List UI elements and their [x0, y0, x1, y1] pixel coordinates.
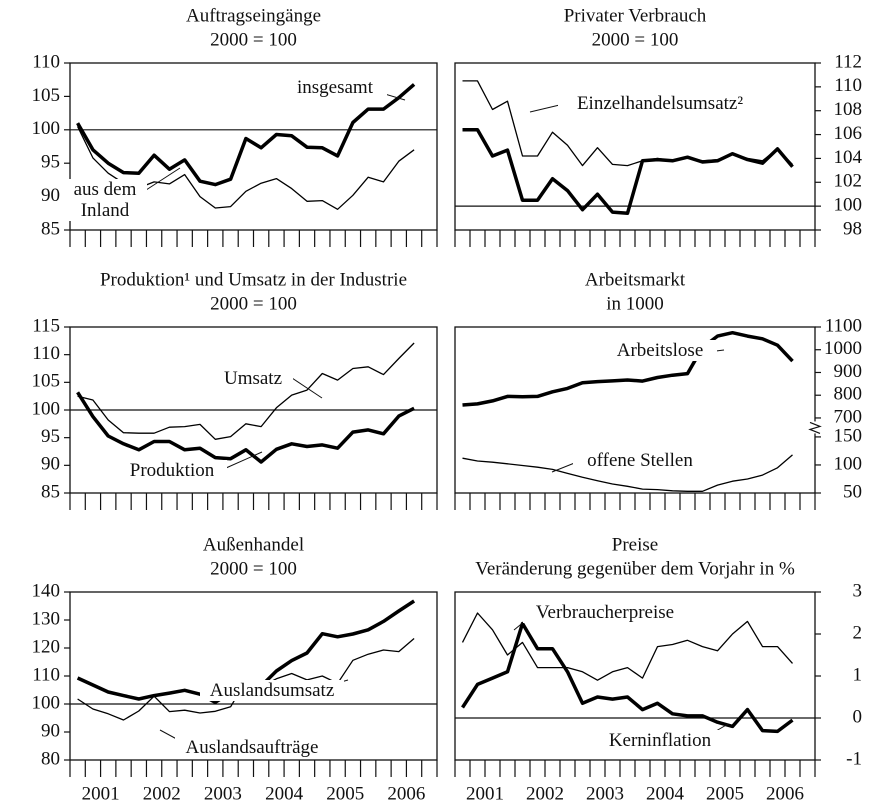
x-tick-label: 2004: [646, 783, 685, 804]
y-tick-label: 50: [843, 481, 862, 502]
chart-title: Produktion¹ und Umsatz in der Industrie: [100, 269, 407, 290]
y-tick-label: 105: [32, 85, 61, 106]
y-tick-label: 3: [853, 580, 863, 601]
series-line: [461, 612, 793, 681]
axis-break: [808, 421, 822, 434]
series-label: offene Stellen: [573, 449, 707, 471]
y-tick-label: 700: [834, 406, 863, 427]
series-label: Produktion: [117, 459, 227, 481]
series-label: Einzelhandelsumsatz²: [558, 92, 762, 114]
y-tick-label: 140: [32, 580, 61, 601]
chart-title: Privater Verbrauch: [564, 5, 707, 26]
chart-title: Preise: [612, 534, 658, 555]
x-tick-label: 2003: [586, 783, 624, 804]
y-tick-label: 2: [853, 622, 863, 643]
y-tick-label: 100: [32, 398, 61, 419]
leader-line: [225, 451, 263, 469]
y-tick-label: 102: [834, 171, 863, 192]
y-tick-label: 900: [834, 361, 863, 382]
chart-title: Auftragseingänge: [186, 5, 321, 26]
y-tick-label: 95: [41, 152, 60, 173]
chart-title: Arbeitsmarkt: [585, 269, 686, 290]
series-line: [462, 330, 794, 407]
plot-frame: [454, 62, 816, 231]
y-tick-label: 110: [32, 343, 60, 364]
leader-line: [142, 167, 181, 193]
y-tick-label: 110: [834, 75, 862, 96]
series-line: [461, 621, 794, 734]
y-tick-label: 112: [834, 51, 862, 72]
y-tick-label: 98: [843, 218, 862, 239]
series-line: [77, 342, 415, 440]
y-tick-label: 0: [853, 706, 863, 727]
chart-subtitle: 2000 = 100: [210, 293, 297, 314]
series-label: Verbraucherpreise: [523, 601, 687, 623]
y-tick-label: 100: [834, 453, 863, 474]
y-tick-label: 85: [41, 481, 60, 502]
y-tick-label: 150: [834, 425, 863, 446]
y-tick-label: 800: [834, 384, 863, 405]
y-tick-label: 80: [41, 748, 60, 769]
y-tick-label: 1000: [824, 338, 862, 359]
y-tick-label: 106: [834, 123, 863, 144]
chart-subtitle: 2000 = 100: [592, 29, 679, 50]
series-label: Auslandsaufträge: [175, 736, 329, 758]
series-label: Umsatz: [213, 367, 293, 389]
y-tick-label: 90: [41, 185, 60, 206]
x-tick-label: 2006: [766, 783, 804, 804]
chart-subtitle: 2000 = 100: [210, 558, 297, 579]
y-tick-label: 108: [834, 99, 863, 120]
y-tick-label: 100: [834, 195, 863, 216]
y-tick-label: 115: [32, 315, 60, 336]
y-tick-label: 90: [41, 720, 60, 741]
leader-line: [551, 461, 578, 473]
y-tick-label: -1: [846, 748, 862, 769]
x-tick-label: 2003: [204, 783, 242, 804]
y-tick-label: 100: [32, 118, 61, 139]
x-tick-label: 2001: [466, 783, 504, 804]
series-line: [462, 128, 794, 216]
chart-subtitle: in 1000: [606, 293, 664, 314]
series-line: [462, 454, 793, 492]
series-line: [76, 391, 415, 464]
y-tick-label: 105: [32, 371, 61, 392]
y-tick-label: 1: [853, 664, 863, 685]
chart-subtitle: Veränderung gegenüber dem Vorjahr in %: [475, 558, 795, 579]
series-label: aus dem Inland: [63, 179, 147, 221]
series-line: [76, 83, 416, 187]
y-tick-label: 130: [32, 608, 61, 629]
x-tick-label: 2005: [326, 783, 364, 804]
x-tick-label: 2005: [706, 783, 744, 804]
leader-line: [291, 377, 323, 399]
x-tick-label: 2001: [82, 783, 120, 804]
x-tick-label: 2006: [387, 783, 425, 804]
y-tick-label: 95: [41, 426, 60, 447]
x-tick-label: 2002: [143, 783, 181, 804]
y-tick-label: 104: [834, 147, 863, 168]
series-label: Kerninflation: [593, 729, 727, 751]
x-tick-label: 2002: [526, 783, 564, 804]
y-tick-label: 120: [32, 636, 61, 657]
y-tick-label: 90: [41, 454, 60, 475]
y-tick-label: 110: [32, 664, 60, 685]
x-tick-label: 2004: [265, 783, 304, 804]
y-tick-label: 100: [32, 692, 61, 713]
y-tick-label: 85: [41, 218, 60, 239]
y-tick-label: 110: [32, 51, 60, 72]
chart-title: Außenhandel: [203, 534, 304, 555]
series-label: insgesamt: [283, 76, 387, 98]
chart-subtitle: 2000 = 100: [210, 29, 297, 50]
plot-frame: [69, 591, 438, 761]
series-label: Arbeitslose: [603, 339, 717, 361]
series-label: Auslandsumsatz: [200, 679, 344, 701]
y-tick-label: 1100: [825, 315, 862, 336]
